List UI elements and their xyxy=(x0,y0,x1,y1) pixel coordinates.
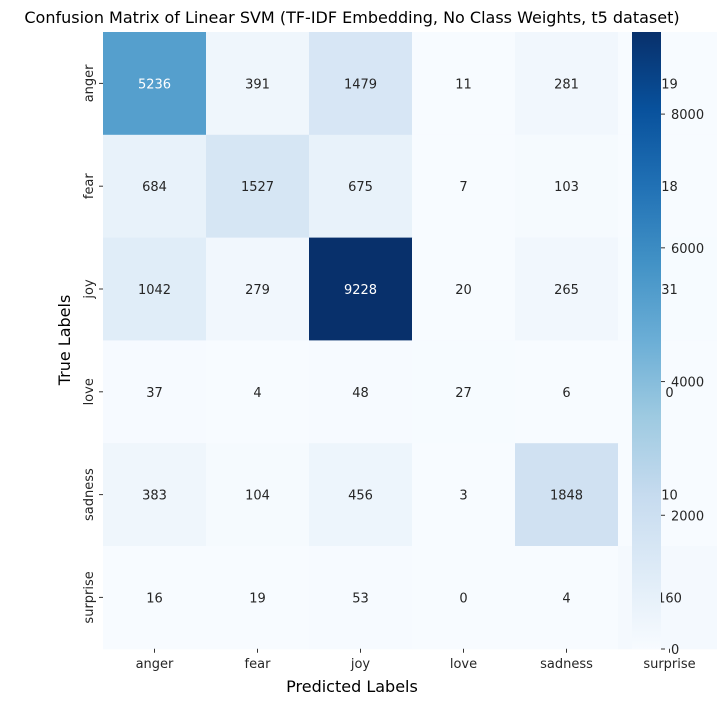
heatmap-cell-joy-sadness xyxy=(515,237,619,341)
cell-value-label: 1527 xyxy=(241,180,274,195)
cell-value-label: 684 xyxy=(142,180,167,195)
heatmap-cell-love-fear xyxy=(206,340,310,444)
cell-value-label: 104 xyxy=(245,489,270,504)
cell-value-label: 5236 xyxy=(138,77,171,92)
heatmap-cell-surprise-fear xyxy=(206,546,310,650)
cell-value-label: 19 xyxy=(249,591,266,606)
cell-value-label: 6 xyxy=(562,386,570,401)
cell-value-label: 160 xyxy=(657,591,682,606)
heatmap-cell-joy-joy xyxy=(309,237,413,341)
x-tick-label: joy xyxy=(350,657,371,672)
heatmap-cell-fear-love xyxy=(412,134,516,239)
y-tick-label: surprise xyxy=(82,571,97,623)
heatmap-cell-love-sadness xyxy=(515,340,619,444)
heatmap-cell-anger-sadness xyxy=(515,32,619,136)
cell-value-label: 1042 xyxy=(138,283,171,298)
cell-value-label: 4 xyxy=(253,386,261,401)
heatmap-cell-love-love xyxy=(412,340,516,444)
heatmap-cell-sadness-sadness xyxy=(515,443,619,547)
cell-value-label: 265 xyxy=(554,283,579,298)
cell-value-label: 4 xyxy=(562,591,570,606)
colorbar xyxy=(632,32,661,649)
heatmap-cell-sadness-joy xyxy=(309,443,413,547)
colorbar-tick-label: 2000 xyxy=(671,509,704,524)
cell-value-label: 19 xyxy=(661,77,678,92)
cell-value-label: 0 xyxy=(459,591,467,606)
cell-value-label: 10 xyxy=(661,489,678,504)
cell-value-label: 391 xyxy=(245,77,270,92)
cell-value-label: 27 xyxy=(455,386,472,401)
cell-value-label: 103 xyxy=(554,180,579,195)
x-tick-label: anger xyxy=(136,657,174,672)
heatmap-cell-joy-anger xyxy=(103,237,207,341)
colorbar-tick-label: 4000 xyxy=(671,376,704,391)
cell-value-label: 675 xyxy=(348,180,373,195)
cell-value-label: 3 xyxy=(459,489,467,504)
y-tick-label: anger xyxy=(82,64,97,102)
y-tick-label: sadness xyxy=(82,468,97,521)
y-tick-label: joy xyxy=(82,279,97,300)
heatmap-cell-anger-anger xyxy=(103,32,207,136)
cell-value-label: 7 xyxy=(459,180,467,195)
heatmap-cell-fear-joy xyxy=(309,134,413,239)
cell-value-label: 1479 xyxy=(344,77,377,92)
heatmap-cell-fear-sadness xyxy=(515,134,619,239)
heatmap-cell-anger-love xyxy=(412,32,516,136)
heatmap-cell-fear-anger xyxy=(103,134,207,239)
heatmap-cell-surprise-love xyxy=(412,546,516,650)
heatmap-cell-joy-fear xyxy=(206,237,310,341)
cell-value-label: 383 xyxy=(142,489,167,504)
colorbar-tick-label: 0 xyxy=(671,643,679,658)
cell-value-label: 48 xyxy=(352,386,369,401)
cell-value-label: 279 xyxy=(245,283,270,298)
heatmap-cell-surprise-anger xyxy=(103,546,207,650)
heatmap-cell-sadness-fear xyxy=(206,443,310,547)
cell-value-label: 20 xyxy=(455,283,472,298)
cell-value-label: 53 xyxy=(352,591,369,606)
cell-value-label: 31 xyxy=(661,283,678,298)
cell-value-label: 456 xyxy=(348,489,373,504)
chart-title: Confusion Matrix of Linear SVM (TF-IDF E… xyxy=(24,8,679,27)
x-axis-label: Predicted Labels xyxy=(286,677,418,696)
y-tick-label: love xyxy=(82,378,97,405)
heatmap-cell-anger-fear xyxy=(206,32,310,136)
x-tick-label: love xyxy=(450,657,477,672)
cell-value-label: 281 xyxy=(554,77,579,92)
cell-value-label: 18 xyxy=(661,180,678,195)
y-axis-label: True Labels xyxy=(55,295,74,387)
cell-value-label: 0 xyxy=(665,386,673,401)
heatmap-cell-surprise-sadness xyxy=(515,546,619,650)
cell-value-label: 37 xyxy=(146,386,163,401)
heatmap-cell-surprise-joy xyxy=(309,546,413,650)
x-tick-label: fear xyxy=(245,657,272,672)
y-tick-label: fear xyxy=(82,173,97,200)
heatmap-cell-sadness-anger xyxy=(103,443,207,547)
x-tick-label: sadness xyxy=(540,657,593,672)
heatmap-cell-love-joy xyxy=(309,340,413,444)
colorbar-tick-label: 8000 xyxy=(671,108,704,123)
cell-value-label: 1848 xyxy=(550,489,583,504)
colorbar-tick-label: 6000 xyxy=(671,242,704,257)
cell-value-label: 16 xyxy=(146,591,163,606)
heatmap-cell-fear-fear xyxy=(206,134,310,239)
cell-value-label: 9228 xyxy=(344,283,377,298)
heatmap-cell-love-anger xyxy=(103,340,207,444)
cell-value-label: 11 xyxy=(455,77,472,92)
heatmap-cell-sadness-love xyxy=(412,443,516,547)
heatmap-cell-anger-joy xyxy=(309,32,413,136)
heatmap-cell-joy-love xyxy=(412,237,516,341)
x-tick-label: surprise xyxy=(643,657,695,672)
